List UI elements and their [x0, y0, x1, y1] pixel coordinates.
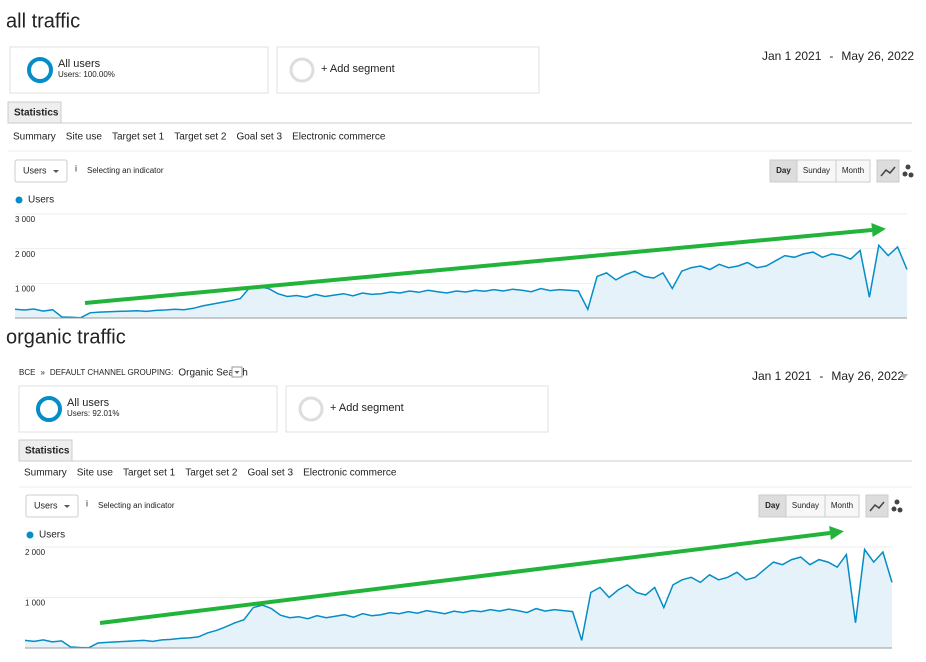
add-segment-icon — [289, 57, 315, 83]
trend-arrow-head — [829, 526, 844, 540]
bubble-icon — [908, 172, 914, 178]
subtab[interactable]: Goal set 3 — [236, 132, 282, 143]
metric-label: Users — [34, 500, 58, 510]
granularity-button[interactable] — [835, 159, 871, 183]
tab-label: Statistics — [25, 446, 70, 457]
area — [25, 549, 892, 648]
breadcrumb-item: DEFAULT CHANNEL GROUPING: — [50, 368, 173, 377]
breadcrumb-item: » — [40, 368, 45, 377]
bubble-icon — [905, 164, 911, 170]
metric-dropdown[interactable] — [14, 159, 68, 183]
bubble-icon — [902, 171, 908, 177]
date-arrow — [900, 374, 908, 379]
subtab[interactable]: Target set 2 — [174, 132, 227, 143]
indicator-link[interactable]: Selecting an indicator — [98, 501, 175, 510]
metric-arrow — [53, 170, 59, 173]
segment-detail: Users: 100.00% — [58, 70, 115, 79]
date-range[interactable]: May 26, 2022 — [841, 49, 914, 63]
y-tick-label: 2 000 — [25, 548, 46, 557]
metric-dropdown[interactable] — [25, 494, 79, 518]
date-range[interactable]: Jan 1 2021 — [762, 49, 822, 63]
y-tick-label: 2 000 — [15, 250, 36, 259]
info-icon: i — [86, 498, 88, 508]
segment-card[interactable] — [9, 46, 269, 94]
segment-icon — [27, 57, 53, 83]
add-segment[interactable]: + Add segment — [330, 402, 404, 414]
add-segment[interactable]: + Add segment — [321, 63, 395, 75]
line — [24, 547, 893, 649]
line — [14, 243, 908, 319]
legend-label: Users — [28, 195, 54, 206]
dropdown-arrow — [234, 371, 240, 374]
segment-detail: Users: 92.01% — [67, 409, 119, 418]
subtab[interactable]: Electronic commerce — [303, 468, 397, 479]
subtab[interactable]: Summary — [13, 132, 56, 143]
subtab[interactable]: Site use — [66, 132, 103, 143]
trend-arrow — [99, 531, 831, 625]
segment-icon — [36, 396, 62, 422]
tab-label: Statistics — [14, 108, 59, 119]
subtab[interactable]: Target set 2 — [185, 468, 238, 479]
date-range[interactable]: - — [819, 369, 823, 383]
bubble-icon — [897, 507, 903, 513]
legend-label: Users — [39, 530, 65, 541]
trend-arrow-head — [871, 223, 886, 237]
segment-name: All users — [58, 58, 101, 70]
subtab[interactable]: Target set 1 — [123, 468, 176, 479]
breadcrumb-item: Organic Search — [178, 368, 247, 379]
granularity-button[interactable] — [824, 494, 860, 518]
add-segment-card[interactable] — [285, 385, 549, 433]
bubble-icon — [894, 499, 900, 505]
info-icon: i — [75, 163, 77, 173]
bubble-icon — [891, 506, 897, 512]
breadcrumb-item: BCE — [19, 368, 35, 377]
tab[interactable] — [7, 101, 62, 124]
add-segment-card[interactable] — [276, 46, 540, 94]
metric-label: Users — [23, 165, 47, 175]
granularity-label: Month — [831, 501, 853, 510]
area — [15, 245, 907, 318]
date-range[interactable]: Jan 1 2021 — [752, 369, 812, 383]
granularity-label: Sunday — [803, 166, 830, 175]
section-heading: organic traffic — [6, 326, 126, 348]
granularity-label: Month — [842, 166, 864, 175]
add-segment-icon — [298, 396, 324, 422]
subtab[interactable]: Goal set 3 — [247, 468, 293, 479]
indicator-link[interactable]: Selecting an indicator — [87, 166, 164, 175]
y-tick-label: 3 000 — [15, 215, 36, 224]
legend-dot — [15, 196, 23, 204]
granularity-label: Day — [765, 501, 780, 510]
granularity-label: Sunday — [792, 501, 819, 510]
segment-name: All users — [67, 397, 110, 409]
legend-dot — [26, 531, 34, 539]
trend-arrow — [84, 228, 873, 305]
subtab[interactable]: Summary — [24, 468, 67, 479]
subtab[interactable]: Target set 1 — [112, 132, 165, 143]
segment-card[interactable] — [18, 385, 278, 433]
subtab[interactable]: Electronic commerce — [292, 132, 386, 143]
subtab[interactable]: Site use — [77, 468, 114, 479]
section-heading: all traffic — [6, 10, 80, 32]
chart-type-icon — [880, 166, 896, 177]
date-range[interactable]: - — [829, 49, 833, 63]
y-tick-label: 1 000 — [25, 599, 46, 608]
chart-type-icon — [869, 501, 885, 512]
y-tick-label: 1 000 — [15, 284, 36, 293]
granularity-label: Day — [776, 166, 791, 175]
date-range[interactable]: May 26, 2022 — [831, 369, 904, 383]
metric-arrow — [64, 505, 70, 508]
tab[interactable] — [18, 439, 73, 462]
